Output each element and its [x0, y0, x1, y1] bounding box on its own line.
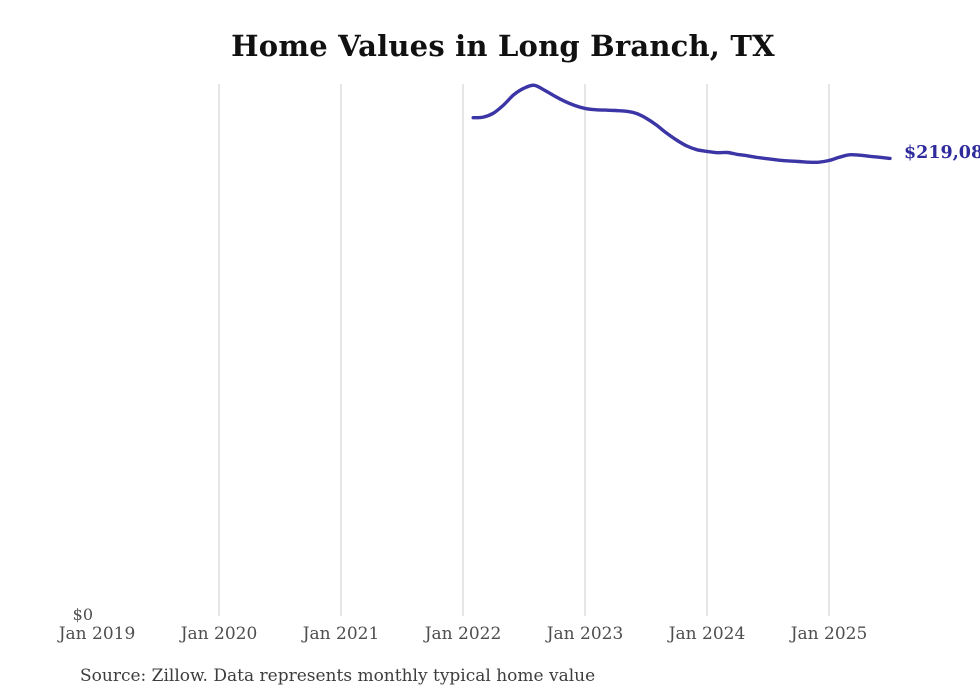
x-tick-label: Jan 2021	[302, 624, 380, 644]
x-tick-label: Jan 2019	[58, 624, 136, 644]
x-tick-label: Jan 2022	[424, 624, 502, 644]
latest-value-label: $219,089	[904, 143, 980, 163]
chart-title: Home Values in Long Branch, TX	[231, 29, 775, 63]
y-axis-zero-label: $0	[72, 605, 93, 624]
source-note: Source: Zillow. Data represents monthly …	[80, 666, 596, 686]
x-tick-label: Jan 2024	[668, 624, 746, 644]
x-tick-label: Jan 2023	[546, 624, 624, 644]
gridlines	[218, 84, 830, 616]
x-tick-label: Jan 2025	[790, 624, 868, 644]
x-tick-label: Jan 2020	[180, 624, 258, 644]
home-value-line	[471, 83, 892, 165]
